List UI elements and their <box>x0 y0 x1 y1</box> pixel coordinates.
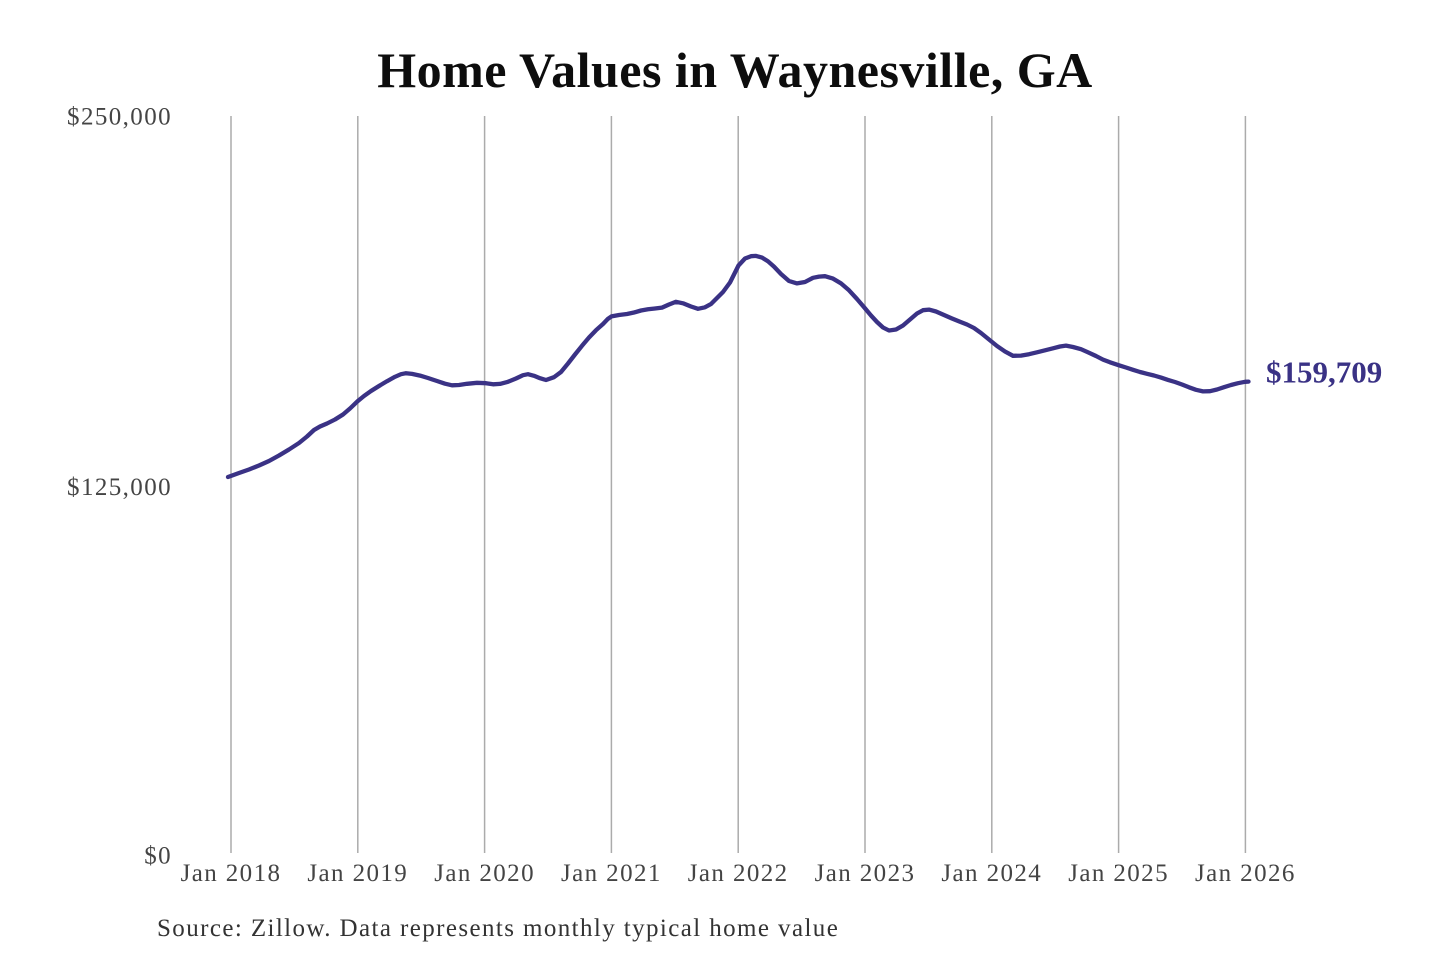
svg-text:Jan 2024: Jan 2024 <box>941 860 1042 887</box>
svg-text:$125,000: $125,000 <box>67 474 172 501</box>
svg-text:Home Values in Waynesville, GA: Home Values in Waynesville, GA <box>377 42 1093 98</box>
svg-text:Jan 2023: Jan 2023 <box>815 860 916 887</box>
svg-text:Jan 2021: Jan 2021 <box>561 860 662 887</box>
svg-text:Jan 2026: Jan 2026 <box>1195 860 1296 887</box>
svg-text:Jan 2018: Jan 2018 <box>181 860 282 887</box>
svg-text:$159,709: $159,709 <box>1266 355 1382 390</box>
svg-text:Jan 2019: Jan 2019 <box>307 860 408 887</box>
svg-text:$0: $0 <box>144 842 172 869</box>
svg-text:Jan 2020: Jan 2020 <box>434 860 535 887</box>
svg-text:Source: Zillow. Data represent: Source: Zillow. Data represents monthly … <box>157 915 839 942</box>
svg-text:$250,000: $250,000 <box>67 103 172 130</box>
svg-text:Jan 2022: Jan 2022 <box>688 860 789 887</box>
svg-text:Jan 2025: Jan 2025 <box>1068 860 1169 887</box>
